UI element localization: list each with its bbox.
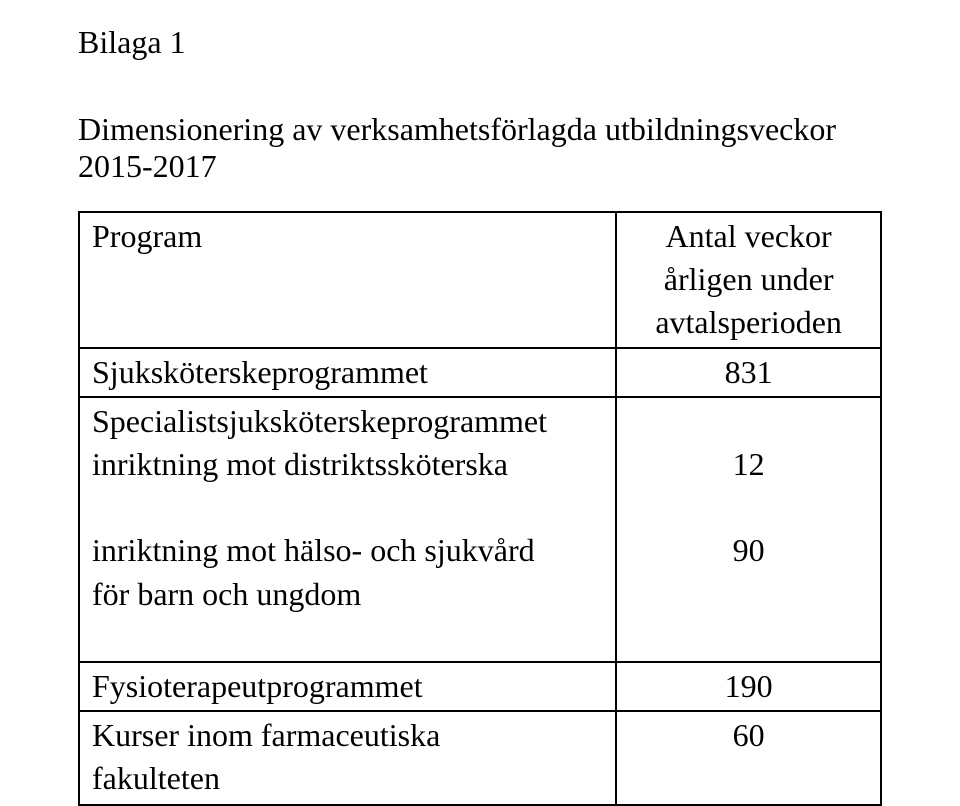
value-line: 12 bbox=[733, 446, 765, 482]
table-row: Specialistsjuksköterskeprogrammet inrikt… bbox=[79, 397, 881, 662]
cell-program: Sjuksköterskeprogrammet bbox=[79, 348, 616, 397]
value-line: 90 bbox=[733, 532, 765, 568]
cell-program: Fysioterapeutprogrammet bbox=[79, 662, 616, 711]
program-line: inriktning mot distriktssköterska bbox=[92, 446, 508, 482]
program-line: Kurser inom farmaceutiska bbox=[92, 717, 440, 753]
header-value: Antal veckor årligen under avtalsperiode… bbox=[616, 212, 881, 348]
page-subtitle: Dimensionering av verksamhetsförlagda ut… bbox=[78, 111, 882, 185]
cell-program: Specialistsjuksköterskeprogrammet inrikt… bbox=[79, 397, 616, 662]
header-value-line1: Antal veckor bbox=[666, 218, 832, 254]
header-program: Program bbox=[79, 212, 616, 348]
dimension-table: Program Antal veckor årligen under avtal… bbox=[78, 211, 882, 806]
document-page: Bilaga 1 Dimensionering av verksamhetsfö… bbox=[0, 0, 960, 806]
table-row: Fysioterapeutprogrammet 190 bbox=[79, 662, 881, 711]
program-line: inriktning mot hälso- och sjukvård bbox=[92, 532, 535, 568]
cell-program: Kurser inom farmaceutiska fakulteten bbox=[79, 711, 616, 805]
cell-value: 831 bbox=[616, 348, 881, 397]
cell-value: 190 bbox=[616, 662, 881, 711]
program-line: Specialistsjuksköterskeprogrammet bbox=[92, 403, 547, 439]
cell-value: 60 bbox=[616, 711, 881, 805]
table-header-row: Program Antal veckor årligen under avtal… bbox=[79, 212, 881, 348]
table-row: Kurser inom farmaceutiska fakulteten 60 bbox=[79, 711, 881, 805]
header-value-line2: årligen under avtalsperioden bbox=[655, 261, 842, 340]
page-title: Bilaga 1 bbox=[78, 24, 882, 61]
program-line: för barn och ungdom bbox=[92, 576, 361, 612]
table-row: Sjuksköterskeprogrammet 831 bbox=[79, 348, 881, 397]
program-line: fakulteten bbox=[92, 760, 220, 796]
cell-value: 12 90 bbox=[616, 397, 881, 662]
